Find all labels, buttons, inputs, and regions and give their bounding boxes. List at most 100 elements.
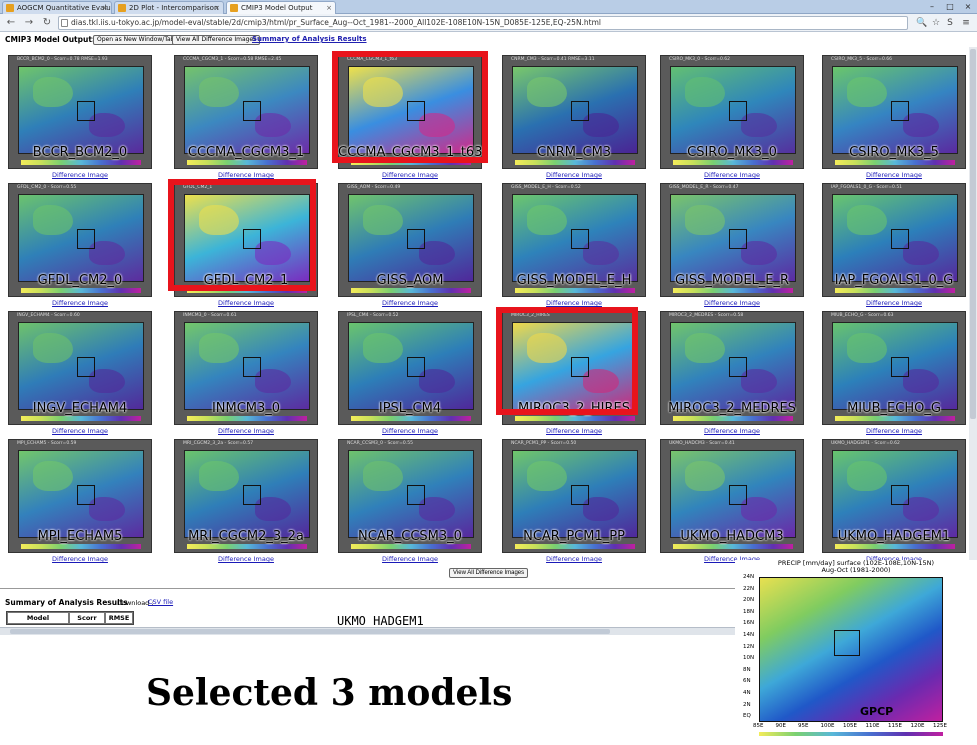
difference-image-link[interactable]: Difference Image <box>218 555 274 563</box>
difference-image-link[interactable]: Difference Image <box>382 299 438 307</box>
col-header-scorr[interactable]: Scorr <box>69 612 105 624</box>
model-cell: MRI_CGCM2_3_2a - Scorr=0.57 MRI_CGCM2_3_… <box>174 439 318 563</box>
wrench-icon[interactable]: ≡ <box>962 18 970 28</box>
difference-image-link[interactable]: Difference Image <box>546 171 602 179</box>
colorbar <box>835 544 955 549</box>
tab-cmip3[interactable]: CMIP3 Model Output × <box>226 1 336 14</box>
difference-image-link[interactable]: Difference Image <box>218 171 274 179</box>
gpcp-colorbar <box>759 732 943 736</box>
target-region-box <box>891 485 909 505</box>
view-all-bottom-button[interactable]: View All Difference Images <box>449 568 529 578</box>
close-icon[interactable]: × <box>326 4 332 12</box>
difference-image-link[interactable]: Difference Image <box>382 171 438 179</box>
difference-image-link[interactable]: Difference Image <box>52 427 108 435</box>
model-thumbnail[interactable]: CCCMA_CGCM3_1 - Scorr=0.58 RMSE=2.45 <box>174 55 318 169</box>
vertical-scrollbar[interactable] <box>969 47 977 627</box>
model-thumbnail[interactable]: GISS_AOM - Scorr=0.49 <box>338 183 482 297</box>
model-thumbnail[interactable]: NCAR_CCSM3_0 - Scorr=0.55 <box>338 439 482 553</box>
colorbar <box>835 160 955 165</box>
precip-map <box>18 450 144 538</box>
colorbar <box>351 288 471 293</box>
model-thumbnail[interactable]: MIROC3_2_MEDRES - Scorr=0.58 <box>660 311 804 425</box>
colorbar <box>21 160 141 165</box>
precip-map <box>18 66 144 154</box>
precip-map <box>670 322 796 410</box>
csv-link[interactable]: CSV file <box>148 598 174 606</box>
model-name: CSIRO_MK3_0 <box>687 145 777 160</box>
skype-icon[interactable]: S <box>947 18 953 28</box>
model-thumbnail[interactable]: GISS_MODEL_E_H - Scorr=0.52 <box>502 183 646 297</box>
col-header-rmse[interactable]: RMSE <box>105 612 133 624</box>
model-thumbnail[interactable]: MPI_ECHAM5 - Scorr=0.59 <box>8 439 152 553</box>
model-thumbnail[interactable]: IAP_FGOALS1_0_G - Scorr=0.51 <box>822 183 966 297</box>
model-thumbnail[interactable]: MIUB_ECHO_G - Scorr=0.63 <box>822 311 966 425</box>
difference-image-link[interactable]: Difference Image <box>218 427 274 435</box>
scroll-thumb[interactable] <box>970 49 976 419</box>
address-bar[interactable]: dias.tkl.iis.u-tokyo.ac.jp/model-eval/st… <box>58 16 908 30</box>
difference-image-link[interactable]: Difference Image <box>546 555 602 563</box>
difference-image-link[interactable]: Difference Image <box>382 427 438 435</box>
back-icon[interactable]: ← <box>6 17 16 28</box>
difference-image-link[interactable]: Difference Image <box>704 171 760 179</box>
difference-image-link[interactable]: Difference Image <box>546 427 602 435</box>
close-icon[interactable]: × <box>102 4 108 12</box>
difference-image-link[interactable]: Difference Image <box>382 555 438 563</box>
minimize-icon[interactable]: – <box>930 2 934 11</box>
target-region-box <box>77 485 95 505</box>
colorbar <box>515 544 635 549</box>
difference-image-link[interactable]: Difference Image <box>704 555 760 563</box>
difference-image-link[interactable]: Difference Image <box>52 555 108 563</box>
target-region-box <box>407 101 425 121</box>
reload-icon[interactable]: ↻ <box>42 17 52 28</box>
precip-map <box>348 450 474 538</box>
model-thumbnail[interactable]: BCCR_BCM2_0 - Scorr=0.78 RMSE=1.93 <box>8 55 152 169</box>
model-thumbnail[interactable]: CSIRO_MK3_0 - Scorr=0.62 <box>660 55 804 169</box>
model-thumbnail[interactable]: INGV_ECHAM4 - Scorr=0.60 <box>8 311 152 425</box>
difference-image-link[interactable]: Difference Image <box>52 299 108 307</box>
difference-image-link[interactable]: Difference Image <box>866 299 922 307</box>
model-thumbnail[interactable]: CSIRO_MK3_5 - Scorr=0.66 <box>822 55 966 169</box>
star-icon[interactable]: ☆ <box>931 18 941 28</box>
horizontal-scrollbar[interactable] <box>0 627 977 635</box>
difference-image-link[interactable]: Difference Image <box>704 299 760 307</box>
model-name: MRI_CGCM2_3_2a <box>188 529 304 544</box>
close-icon[interactable]: × <box>214 4 220 12</box>
colorbar <box>835 288 955 293</box>
difference-image-link[interactable]: Difference Image <box>546 299 602 307</box>
summary-link[interactable]: Summary of Analysis Results <box>252 35 367 43</box>
model-stat: BCCR_BCM2_0 - Scorr=0.78 RMSE=1.93 <box>17 57 108 62</box>
target-region-box <box>571 229 589 249</box>
model-thumbnail[interactable]: GFDL_CM2_0 - Scorr=0.55 <box>8 183 152 297</box>
colorbar <box>187 416 307 421</box>
difference-image-link[interactable]: Difference Image <box>866 171 922 179</box>
scroll-thumb[interactable] <box>10 629 610 634</box>
col-header-model[interactable]: Model <box>7 612 69 624</box>
difference-image-link[interactable]: Difference Image <box>52 171 108 179</box>
difference-image-link[interactable]: Difference Image <box>218 299 274 307</box>
model-thumbnail[interactable]: NCAR_PCM1_PP - Scorr=0.50 <box>502 439 646 553</box>
model-thumbnail[interactable]: IPSL_CM4 - Scorr=0.52 <box>338 311 482 425</box>
difference-image-link[interactable]: Difference Image <box>866 427 922 435</box>
search-icon[interactable]: 🔍 <box>916 18 928 28</box>
close-window-icon[interactable]: × <box>964 2 972 11</box>
difference-image-link[interactable]: Difference Image <box>704 427 760 435</box>
forward-icon[interactable]: → <box>24 17 34 28</box>
model-name: NCAR_PCM1_PP <box>523 529 625 544</box>
tab-aogcm[interactable]: AOGCM Quantitative Evalu × <box>2 1 112 14</box>
colorbar <box>673 544 793 549</box>
model-thumbnail[interactable]: CCCMA_CGCM3_1_t63 <box>338 55 482 169</box>
model-thumbnail[interactable]: UKMO_HADGEM1 - Scorr=0.62 <box>822 439 966 553</box>
model-thumbnail[interactable]: CNRM_CM3 - Scorr=0.41 RMSE=3.11 <box>502 55 646 169</box>
model-thumbnail[interactable]: UKMO_HADCM3 - Scorr=0.41 <box>660 439 804 553</box>
difference-image-link[interactable]: Difference Image <box>866 555 922 563</box>
maximize-icon[interactable]: □ <box>946 2 954 11</box>
model-thumbnail[interactable]: INMCM3_0 - Scorr=0.61 <box>174 311 318 425</box>
view-all-diff-button[interactable]: View All Difference Images <box>172 35 261 45</box>
y-tick-label: 14N <box>743 632 755 638</box>
model-cell: GISS_MODEL_E_H - Scorr=0.52 GISS_MODEL_E… <box>502 183 646 307</box>
tab-2d-plot[interactable]: 2D Plot - Intercomparison × <box>114 1 224 14</box>
browser-toolbar: ← → ↻ dias.tkl.iis.u-tokyo.ac.jp/model-e… <box>0 14 977 32</box>
model-thumbnail[interactable]: MRI_CGCM2_3_2a - Scorr=0.57 <box>174 439 318 553</box>
model-thumbnail[interactable]: GISS_MODEL_E_R - Scorr=0.47 <box>660 183 804 297</box>
model-thumbnail[interactable]: MIROC3_2_HIRES <box>502 311 646 425</box>
